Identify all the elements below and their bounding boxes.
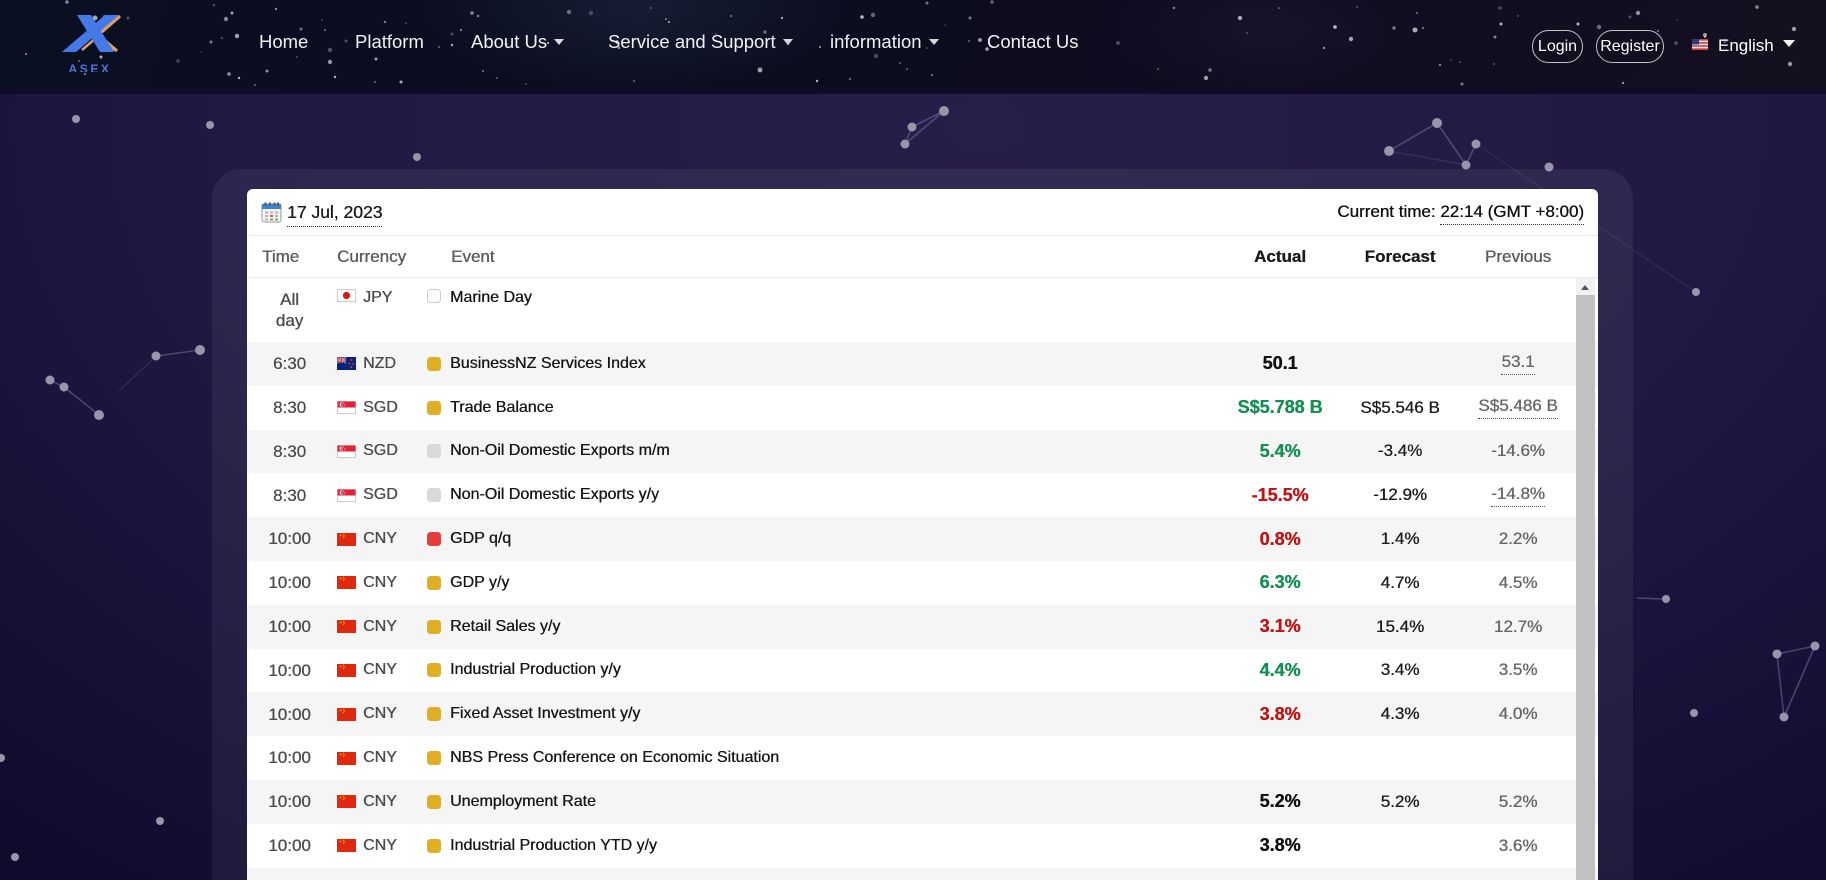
svg-text:ASEX: ASEX [68, 62, 111, 72]
